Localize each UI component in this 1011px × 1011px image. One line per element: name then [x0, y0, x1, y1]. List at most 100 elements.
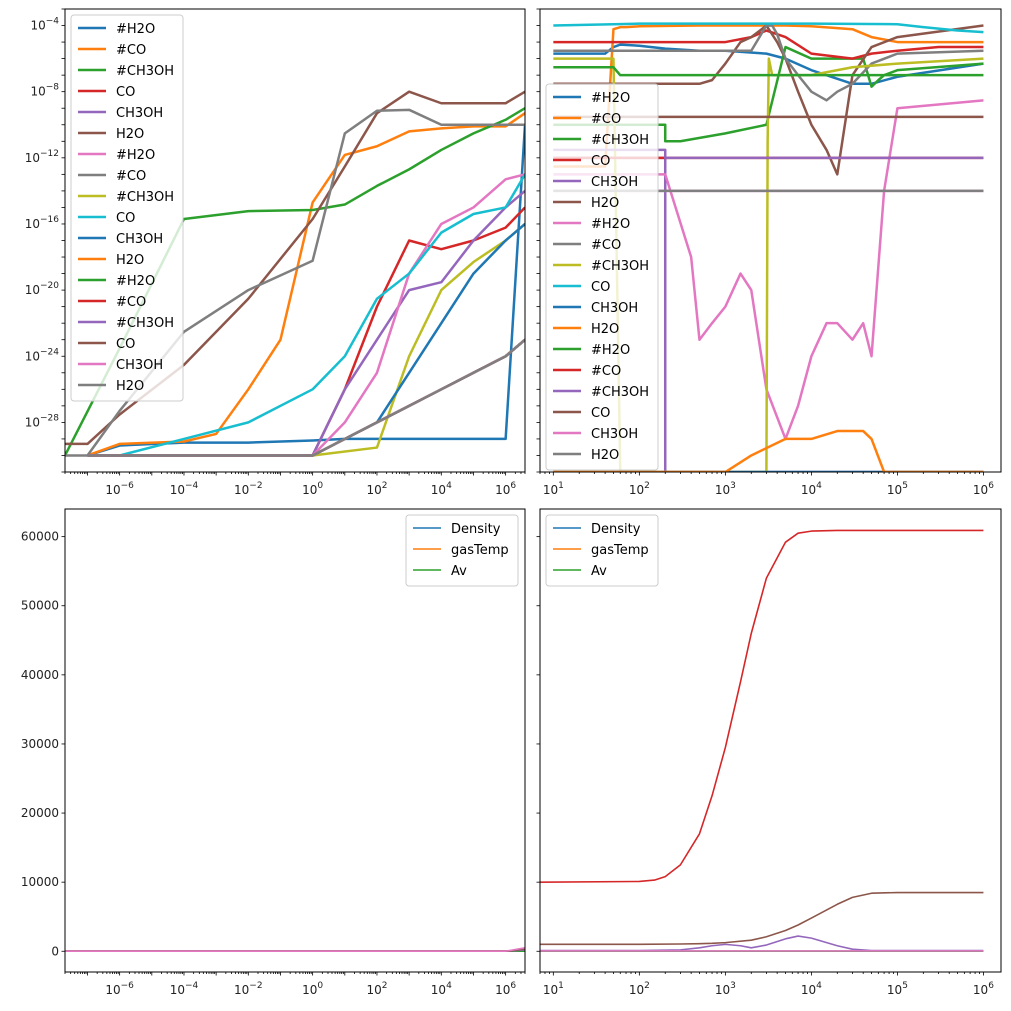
- series-line: [65, 108, 525, 457]
- legend-label: #H2O: [116, 22, 155, 37]
- legend-label: Density: [451, 522, 501, 537]
- legend-label: CH3OH: [591, 175, 638, 190]
- legend-label: H2O: [591, 196, 619, 211]
- panel-top-right: 101 102 103 104 105 106 #H2O #CO #CH3OH CO CH3OH H2…: [536, 8, 1002, 497]
- legend-label: CH3OH: [116, 106, 163, 121]
- legend-label: CH3OH: [116, 232, 163, 247]
- legend-label: #H2O: [116, 148, 155, 163]
- x-tick-label: 100: [302, 981, 323, 997]
- y-tick-label: 10000: [21, 875, 59, 889]
- x-tick-label: 106: [495, 481, 516, 497]
- legend-label: CO: [591, 280, 610, 295]
- x-tick-label: 10−6: [105, 481, 134, 497]
- y-axis: [536, 536, 540, 952]
- x-tick-label: 101: [543, 981, 564, 997]
- legend-label: CO: [116, 337, 135, 352]
- x-tick-label: 104: [431, 981, 452, 997]
- y-tick-label: 60000: [21, 530, 59, 544]
- x-tick-label: 104: [801, 981, 822, 997]
- legend-label: #H2O: [116, 274, 155, 289]
- y-tick-label: 0: [51, 944, 59, 958]
- legend-label: #CH3OH: [591, 133, 649, 148]
- y-tick-label: 50000: [21, 599, 59, 613]
- legend-label: CO: [116, 85, 135, 100]
- legend-label: #CO: [116, 43, 146, 58]
- series-line: [540, 529, 984, 883]
- legend-label: #CO: [591, 112, 621, 127]
- legend-label: H2O: [591, 322, 619, 337]
- legend-label: CO: [591, 154, 610, 169]
- legend-label: #H2O: [591, 343, 630, 358]
- legend-label: CH3OH: [116, 358, 163, 373]
- series-group: [540, 529, 984, 952]
- x-tick-label: 105: [887, 981, 908, 997]
- series-line: [553, 66, 984, 77]
- legend-label: H2O: [591, 448, 619, 463]
- legend-label: #CH3OH: [591, 385, 649, 400]
- axes-frame: [539, 508, 1002, 973]
- x-tick-label: 101: [543, 481, 564, 497]
- x-tick-label: 102: [629, 981, 650, 997]
- legend-label: #CO: [591, 238, 621, 253]
- series-line: [553, 148, 984, 160]
- x-axis: 10−6 10−4 10−2 100 102 104 106: [64, 472, 526, 497]
- legend-label: CO: [591, 406, 610, 421]
- legend-frame: [545, 514, 659, 587]
- series-line: [553, 22, 984, 34]
- legend-label: H2O: [116, 127, 144, 142]
- legend-label: H2O: [116, 379, 144, 394]
- legend-label: #CO: [591, 364, 621, 379]
- y-tick-label: 20000: [21, 806, 59, 820]
- y-tick-label: 10−12: [25, 149, 59, 165]
- x-axis: 10−6 10−4 10−2 100 102 104 106: [64, 972, 526, 997]
- series-line: [65, 947, 525, 952]
- x-tick-label: 105: [887, 481, 908, 497]
- panel-bottom-right: 101 102 103 104 105 106 Density gasTemp Av: [536, 508, 1002, 997]
- series-line: [553, 24, 984, 168]
- panel-top-left: 10−6 10−4 10−2 100 102 104 10610−2810−2410−201…: [25, 8, 526, 497]
- legend-label: #CH3OH: [116, 190, 174, 205]
- x-tick-label: 102: [629, 481, 650, 497]
- series-group: [65, 947, 525, 952]
- y-tick-label: 30000: [21, 737, 59, 751]
- x-tick-label: 10−2: [234, 981, 263, 997]
- x-tick-label: 106: [973, 481, 994, 497]
- x-tick-label: 103: [715, 981, 736, 997]
- legend-label: #H2O: [591, 91, 630, 106]
- y-tick-label: 10−16: [25, 215, 60, 231]
- legend-label: #CH3OH: [591, 259, 649, 274]
- x-tick-label: 106: [495, 981, 516, 997]
- x-tick-label: 104: [801, 481, 822, 497]
- series-line: [553, 29, 984, 60]
- x-axis: 101 102 103 104 105 106: [539, 472, 994, 497]
- series-line: [87, 338, 525, 457]
- panel-bottom-left: 10−6 10−4 10−2 100 102 104 106 0 10000 20000 30000…: [21, 508, 526, 997]
- y-tick-label: 10−24: [25, 347, 60, 363]
- y-tick-label: 10−20: [25, 281, 60, 297]
- legend-label: gasTemp: [591, 543, 649, 558]
- legend-label: #CO: [116, 295, 146, 310]
- legend-label: Av: [591, 564, 607, 579]
- y-axis: 10−28 10−24 10−20 10−16 10−12 10−8 10−4: [25, 8, 65, 473]
- series-line: [87, 173, 525, 457]
- legend: #H2O #CO #CH3OH CO CH3OH H2O #H2O #CO #CH3OH CO CH…: [545, 83, 659, 471]
- legend: Density gasTemp Av: [545, 514, 659, 587]
- y-tick-label: 10−4: [30, 17, 59, 33]
- legend-frame: [405, 514, 519, 587]
- series-line: [553, 45, 984, 143]
- series-line: [553, 429, 984, 472]
- series-line: [553, 24, 984, 102]
- x-tick-label: 106: [973, 981, 994, 997]
- y-axis: 0 10000 20000 30000 40000 50000 60000: [21, 530, 65, 958]
- x-tick-label: 10−6: [105, 981, 134, 997]
- legend-label: CO: [116, 211, 135, 226]
- axes-frame: [64, 508, 526, 973]
- legend-label: CH3OH: [591, 301, 638, 316]
- legend-label: Density: [591, 522, 641, 537]
- legend-label: CH3OH: [591, 427, 638, 442]
- x-axis: 101 102 103 104 105 106: [539, 972, 994, 997]
- legend: Density gasTemp Av: [405, 514, 519, 587]
- x-tick-label: 100: [302, 481, 323, 497]
- x-tick-label: 10−4: [170, 981, 199, 997]
